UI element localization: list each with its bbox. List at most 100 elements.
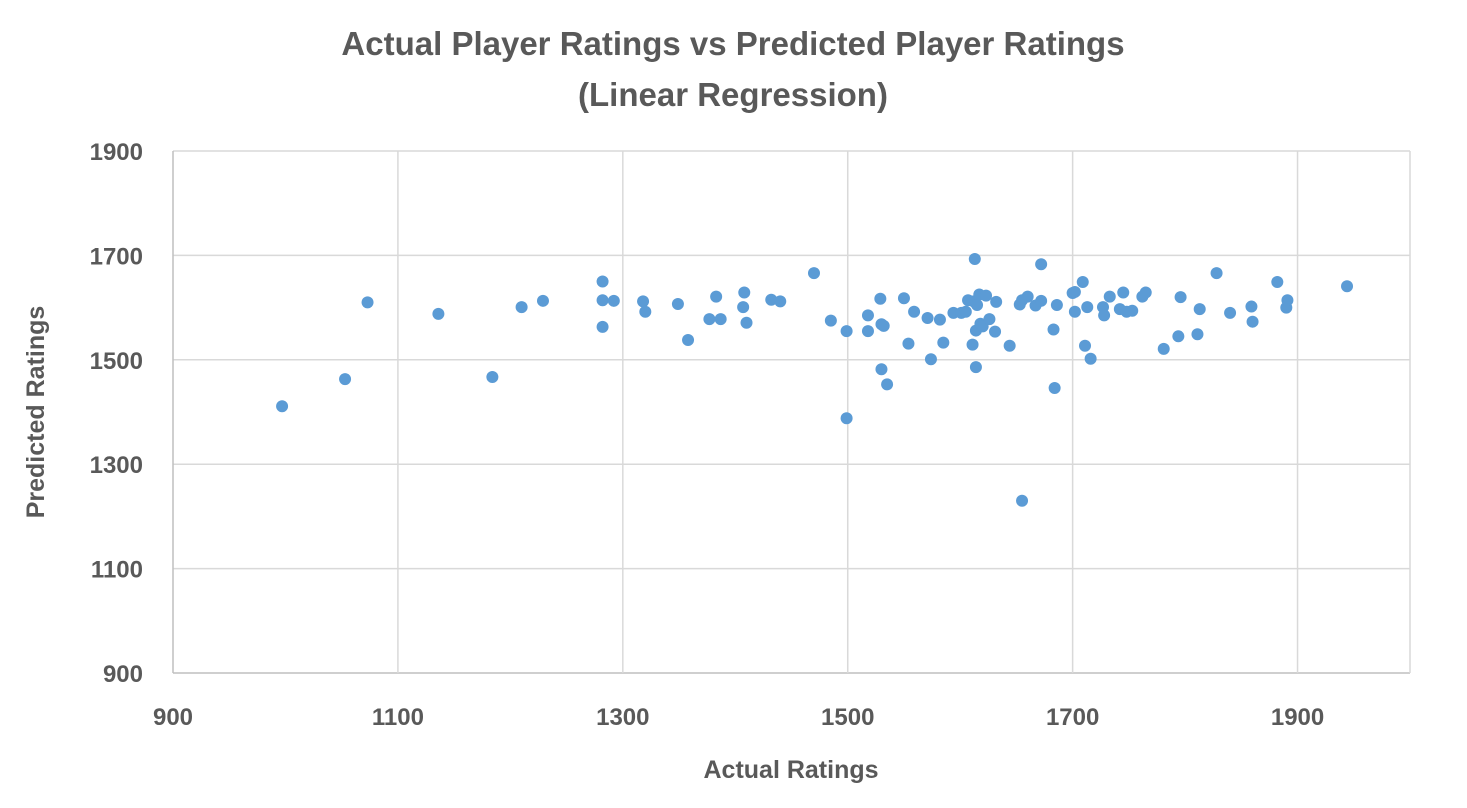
- gridlines: [172, 150, 1411, 674]
- data-point: [881, 378, 894, 391]
- data-point: [1079, 339, 1092, 352]
- data-point: [1068, 305, 1081, 318]
- data-point: [1050, 298, 1063, 311]
- data-point: [765, 293, 778, 306]
- data-point: [1068, 285, 1081, 298]
- y-tick-label: 900: [103, 661, 143, 688]
- data-points: [276, 253, 1354, 507]
- data-point: [1081, 301, 1094, 314]
- data-point: [971, 298, 984, 311]
- data-point: [710, 290, 723, 303]
- data-point: [1076, 276, 1089, 289]
- data-point: [515, 301, 528, 314]
- data-point: [276, 400, 289, 413]
- data-point: [486, 371, 499, 384]
- data-point: [924, 353, 937, 366]
- data-point: [807, 267, 820, 280]
- data-point: [361, 296, 374, 309]
- data-point: [637, 295, 650, 308]
- data-point: [1341, 280, 1354, 293]
- y-tick-labels: 900 1100 1300 1500 1700 1900: [90, 139, 143, 688]
- data-point: [1191, 328, 1204, 341]
- data-point: [968, 253, 981, 266]
- data-point: [1245, 300, 1258, 313]
- chart-title-line-1: Actual Player Ratings vs Predicted Playe…: [341, 25, 1124, 62]
- data-point: [980, 289, 993, 302]
- data-point: [875, 363, 888, 376]
- data-point: [990, 295, 1003, 308]
- data-point: [1035, 258, 1048, 271]
- data-point: [774, 295, 787, 308]
- data-point: [861, 325, 874, 338]
- data-point: [877, 319, 890, 332]
- data-point: [1117, 286, 1130, 299]
- data-point: [1139, 286, 1152, 299]
- data-point: [937, 336, 950, 349]
- data-point: [989, 325, 1002, 338]
- data-point: [861, 309, 874, 322]
- data-point: [908, 305, 921, 318]
- x-tick-label: 1300: [596, 704, 649, 731]
- x-tick-label: 1100: [372, 704, 424, 731]
- data-point: [1224, 306, 1237, 319]
- data-point: [607, 294, 620, 307]
- data-point: [824, 314, 837, 327]
- data-point: [1172, 330, 1185, 343]
- data-point: [959, 305, 972, 318]
- data-point: [1098, 309, 1111, 322]
- data-point: [1103, 290, 1116, 303]
- data-point: [1016, 494, 1029, 507]
- data-point: [874, 292, 887, 305]
- data-point: [596, 275, 609, 288]
- data-point: [840, 325, 853, 338]
- x-tick-label: 1900: [1271, 704, 1324, 731]
- data-point: [737, 301, 750, 314]
- data-point: [1281, 294, 1294, 307]
- y-axis-title: Predicted Ratings: [22, 306, 50, 519]
- data-point: [639, 305, 652, 318]
- data-point: [703, 313, 716, 326]
- data-point: [921, 312, 934, 325]
- data-point: [902, 337, 915, 350]
- data-point: [933, 313, 946, 326]
- data-point: [682, 333, 695, 346]
- data-point: [596, 320, 609, 333]
- y-tick-label: 1700: [90, 243, 143, 270]
- data-point: [897, 292, 910, 305]
- y-tick-label: 1100: [91, 557, 143, 584]
- data-point: [536, 294, 549, 307]
- x-tick-labels: 900 1100 1300 1500 1700 1900: [153, 704, 1324, 731]
- data-point: [840, 412, 853, 425]
- data-point: [969, 361, 982, 374]
- y-tick-label: 1500: [90, 348, 143, 375]
- data-point: [1035, 294, 1048, 307]
- data-point: [671, 297, 684, 310]
- data-point: [1048, 381, 1061, 394]
- data-point: [1246, 315, 1259, 328]
- data-point: [1174, 291, 1187, 304]
- data-point: [983, 313, 996, 326]
- data-point: [1021, 290, 1034, 303]
- data-point: [738, 286, 751, 299]
- data-point: [740, 316, 753, 329]
- x-tick-label: 1500: [821, 704, 874, 731]
- data-point: [1126, 304, 1139, 317]
- data-point: [432, 307, 445, 320]
- data-point: [1210, 267, 1223, 280]
- data-point: [1271, 276, 1284, 289]
- chart-title-line-2: (Linear Regression): [578, 76, 888, 113]
- data-point: [1047, 323, 1060, 336]
- data-point: [1193, 303, 1206, 316]
- x-tick-label: 900: [153, 704, 193, 731]
- y-tick-label: 1900: [90, 139, 143, 166]
- x-axis-title: Actual Ratings: [703, 756, 878, 784]
- data-point: [1084, 352, 1097, 365]
- data-point: [596, 294, 609, 307]
- data-point: [966, 338, 979, 351]
- data-point: [339, 373, 352, 386]
- data-point: [1157, 342, 1170, 355]
- data-point: [714, 313, 727, 326]
- y-tick-label: 1300: [90, 452, 143, 479]
- data-point: [1003, 339, 1016, 352]
